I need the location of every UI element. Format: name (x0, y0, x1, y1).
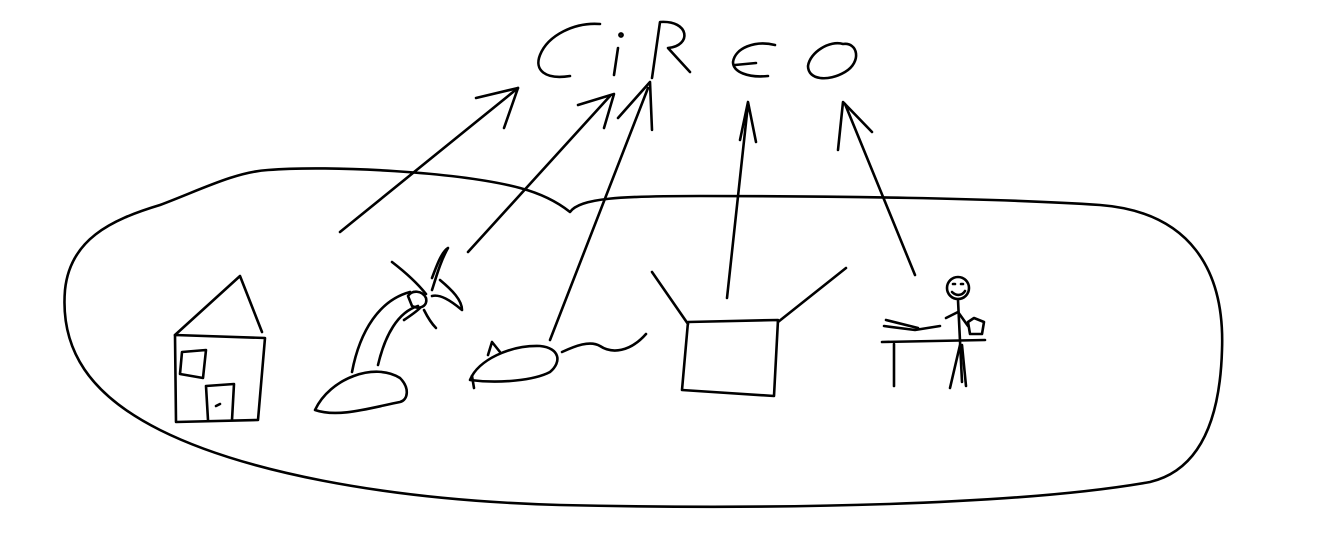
banana-tree-trunk (350, 290, 420, 374)
house-icon (173, 274, 267, 424)
title-letter-c1 (537, 22, 602, 79)
person-legs (948, 343, 968, 390)
person-face (950, 282, 967, 297)
tablecloth-icon (650, 266, 848, 398)
title-word (537, 20, 858, 80)
table-items (882, 318, 942, 332)
enclosing-blob (63, 167, 1224, 509)
arrow-house-to-c (338, 86, 520, 234)
rat-icon (468, 332, 648, 390)
title-letter-c2 (731, 42, 777, 78)
person-at-table-icon (880, 275, 987, 390)
table-top (880, 338, 987, 344)
title-letter-o (806, 41, 858, 80)
banana-tree-leaf-top (430, 246, 450, 292)
table-object (966, 316, 986, 336)
banana-bunch (406, 290, 428, 309)
banana-tree-leaf-left (390, 260, 428, 296)
arrow-rat-to-r (548, 80, 654, 342)
rat-ear (486, 340, 502, 357)
house-window (178, 348, 208, 380)
banana-tree-mound (313, 370, 409, 415)
rat-body (468, 344, 559, 383)
banana-tree-icon (313, 246, 464, 415)
person-arms (944, 310, 970, 328)
title-letter-i (612, 32, 624, 77)
banana-tree-leaf-right (430, 278, 464, 312)
tablecloth-square (680, 318, 780, 398)
arrow-person-to-o (836, 100, 917, 277)
arrow-tablecloth-to-c (725, 100, 758, 300)
rat-tail (560, 332, 648, 354)
house-door (204, 382, 236, 422)
arrow-banana-tree-to-r (466, 92, 616, 254)
title-letter-r (650, 20, 692, 80)
